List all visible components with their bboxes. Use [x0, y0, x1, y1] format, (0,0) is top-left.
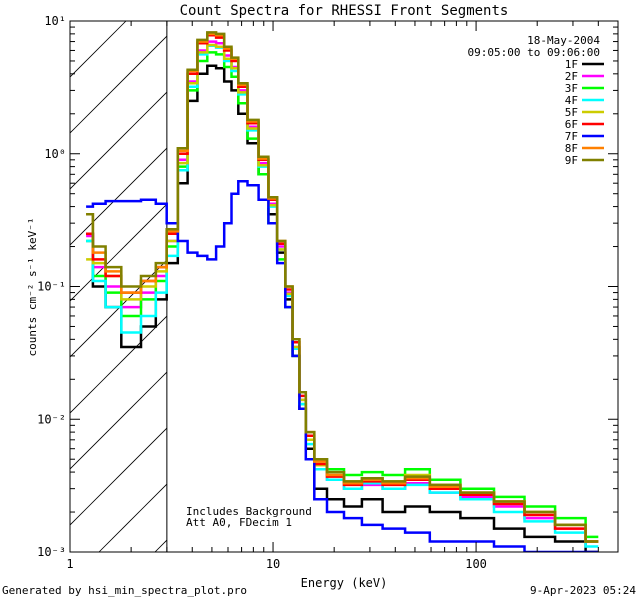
annotation-attenuator: Att A0, FDecim 1 — [186, 516, 292, 529]
series-3F — [86, 51, 599, 539]
x-tick-label: 10 — [266, 557, 280, 571]
x-tick-label: 1 — [66, 557, 73, 571]
y-tick-label: 10⁻¹ — [37, 280, 66, 294]
legend-label-3F: 3F — [565, 82, 578, 95]
x-tick-label: 100 — [465, 557, 487, 571]
series-layer — [86, 31, 599, 552]
annotation-background: Includes Background — [186, 505, 312, 518]
chart-title: Count Spectra for RHESSI Front Segments — [180, 3, 509, 19]
y-axis-label: counts cm⁻² s⁻¹ keV⁻¹ — [26, 217, 39, 356]
legend-label-1F: 1F — [565, 58, 578, 71]
series-6F — [86, 34, 599, 543]
series-9F — [86, 31, 599, 543]
legend-label-4F: 4F — [565, 94, 578, 107]
series-8F — [86, 32, 599, 543]
legend-label-6F: 6F — [565, 118, 578, 131]
legend-label-9F: 9F — [565, 154, 578, 167]
y-tick-label: 10⁻² — [37, 412, 66, 426]
x-axis-label: Energy (keV) — [301, 576, 388, 590]
legend-label-7F: 7F — [565, 130, 578, 143]
y-tick-label: 10⁻³ — [37, 545, 66, 559]
y-tick-label: 10⁰ — [44, 147, 66, 161]
time-range-label: 09:05:00 to 09:06:00 — [468, 46, 600, 59]
legend-label-8F: 8F — [565, 142, 578, 155]
series-7F — [86, 180, 599, 552]
generated-by-text: Generated by hsi_min_spectra_plot.pro — [2, 584, 247, 597]
timestamp-text: 9-Apr-2023 05:24 — [530, 584, 636, 597]
legend-label-5F: 5F — [565, 106, 578, 119]
date-label: 18-May-2004 — [527, 34, 600, 47]
axis-ticks: 1 10 100 10⁻³ 10⁻² 10⁻¹ 10⁰ 10¹ — [37, 14, 619, 571]
y-tick-label: 10¹ — [44, 14, 66, 28]
legend-label-2F: 2F — [565, 70, 578, 83]
